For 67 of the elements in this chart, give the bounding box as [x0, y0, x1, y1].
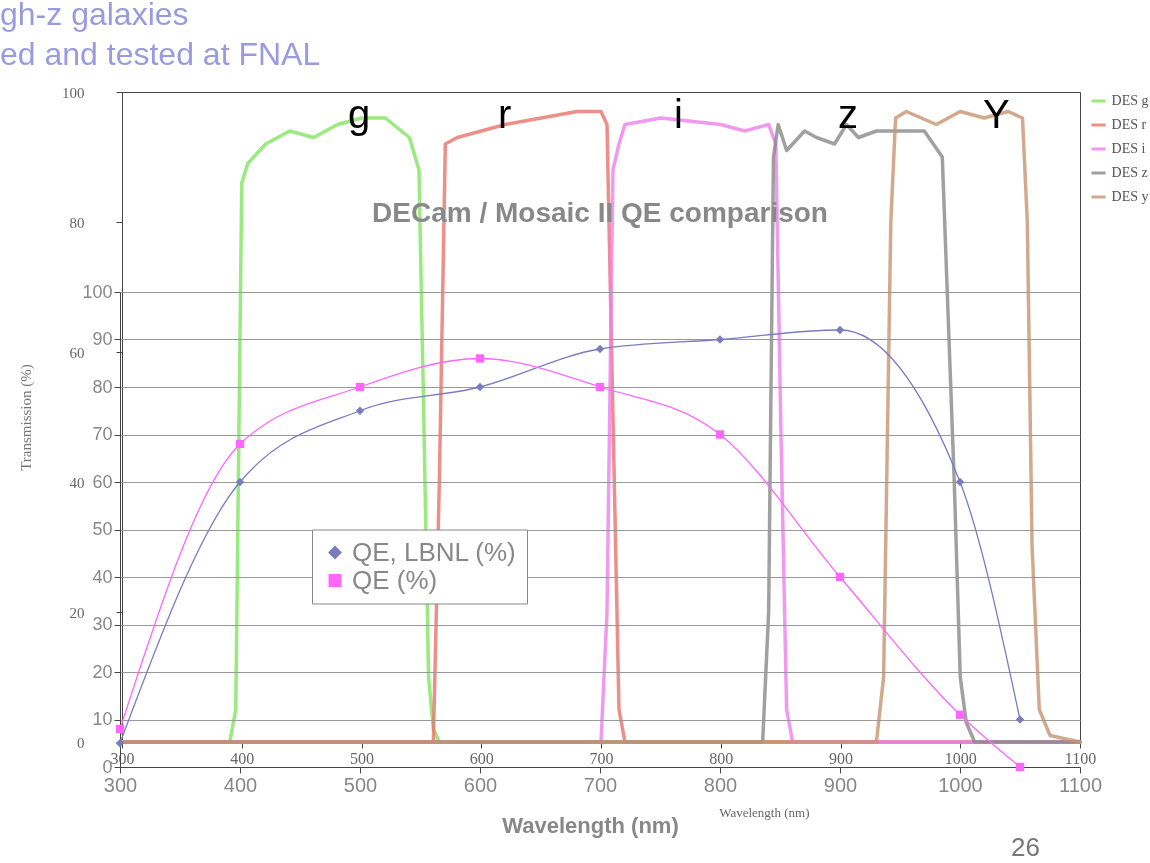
x-tick-label: 600	[463, 773, 498, 796]
x-tick-label: 1000	[938, 773, 983, 796]
text: ed and tested at FNAL	[0, 36, 321, 73]
x-tick-label: 1100	[1058, 773, 1103, 796]
text: 26	[1011, 832, 1040, 863]
point	[835, 572, 845, 582]
legend-label: DES i	[1111, 141, 1146, 156]
legend-label: DES y	[1111, 189, 1149, 204]
annotation: i	[674, 92, 683, 137]
x-axis-title: Wavelength (nm)	[719, 804, 810, 820]
x-tick-label: 500	[350, 749, 374, 767]
point	[355, 382, 365, 392]
y-tick-label: 50	[92, 519, 113, 539]
point	[595, 344, 605, 354]
annotation: g	[348, 92, 371, 137]
point	[475, 382, 485, 392]
point	[115, 724, 125, 734]
x-tick-label: 700	[589, 749, 614, 767]
legend-label: DES g	[1111, 93, 1149, 108]
y-tick-label: 10	[92, 709, 113, 729]
y-tick-label: 40	[69, 474, 85, 491]
y-tick-label: 30	[92, 614, 113, 634]
point	[1015, 715, 1025, 724]
point	[715, 335, 725, 344]
y-tick-label: 60	[92, 471, 113, 492]
point	[715, 430, 725, 439]
point	[955, 710, 965, 719]
point	[355, 406, 365, 415]
point	[235, 439, 245, 449]
annotation: r	[498, 92, 512, 137]
x-tick-label: 1100	[1064, 749, 1097, 767]
y-tick-label: 60	[69, 344, 85, 361]
y-tick-label: 80	[92, 376, 113, 397]
y-tick-label: 100	[62, 84, 85, 101]
x-tick-label: 400	[223, 773, 258, 796]
y-tick-label: 0	[77, 734, 85, 751]
y-tick-label: 70	[92, 424, 113, 444]
y-tick-label: 100	[82, 281, 113, 302]
y-tick-label: 90	[92, 329, 113, 349]
y-tick-label: 80	[69, 214, 85, 231]
point	[475, 354, 485, 363]
x-tick-label: 500	[343, 773, 378, 796]
annotation: z	[838, 92, 858, 137]
x-tick-label: 800	[709, 749, 734, 767]
point	[1015, 762, 1025, 772]
x-axis-title: Wavelength (nm)	[502, 812, 679, 838]
legend-label: QE, LBNL (%)	[352, 536, 516, 567]
y-tick-label: 20	[92, 661, 113, 682]
x-tick-label: 800	[703, 773, 738, 796]
point	[595, 382, 605, 392]
point	[115, 739, 125, 748]
y-tick-label: 20	[69, 604, 85, 621]
x-tick-label: 600	[469, 749, 494, 767]
annotation: Y	[983, 92, 1010, 137]
x-tick-label: 400	[230, 749, 255, 767]
y-axis-title: Transmission (%)	[18, 364, 35, 471]
point	[235, 477, 245, 487]
x-tick-label: 700	[583, 773, 618, 796]
point	[835, 325, 845, 335]
legend-label: DES r	[1111, 117, 1147, 132]
text: gh-z galaxies	[0, 0, 189, 33]
legend-label: DES z	[1111, 165, 1148, 180]
y-tick-label: 40	[92, 566, 113, 587]
x-tick-label: 1000	[944, 749, 977, 767]
point	[955, 477, 965, 487]
x-tick-label: 900	[829, 749, 853, 767]
x-tick-label: 900	[823, 773, 858, 796]
